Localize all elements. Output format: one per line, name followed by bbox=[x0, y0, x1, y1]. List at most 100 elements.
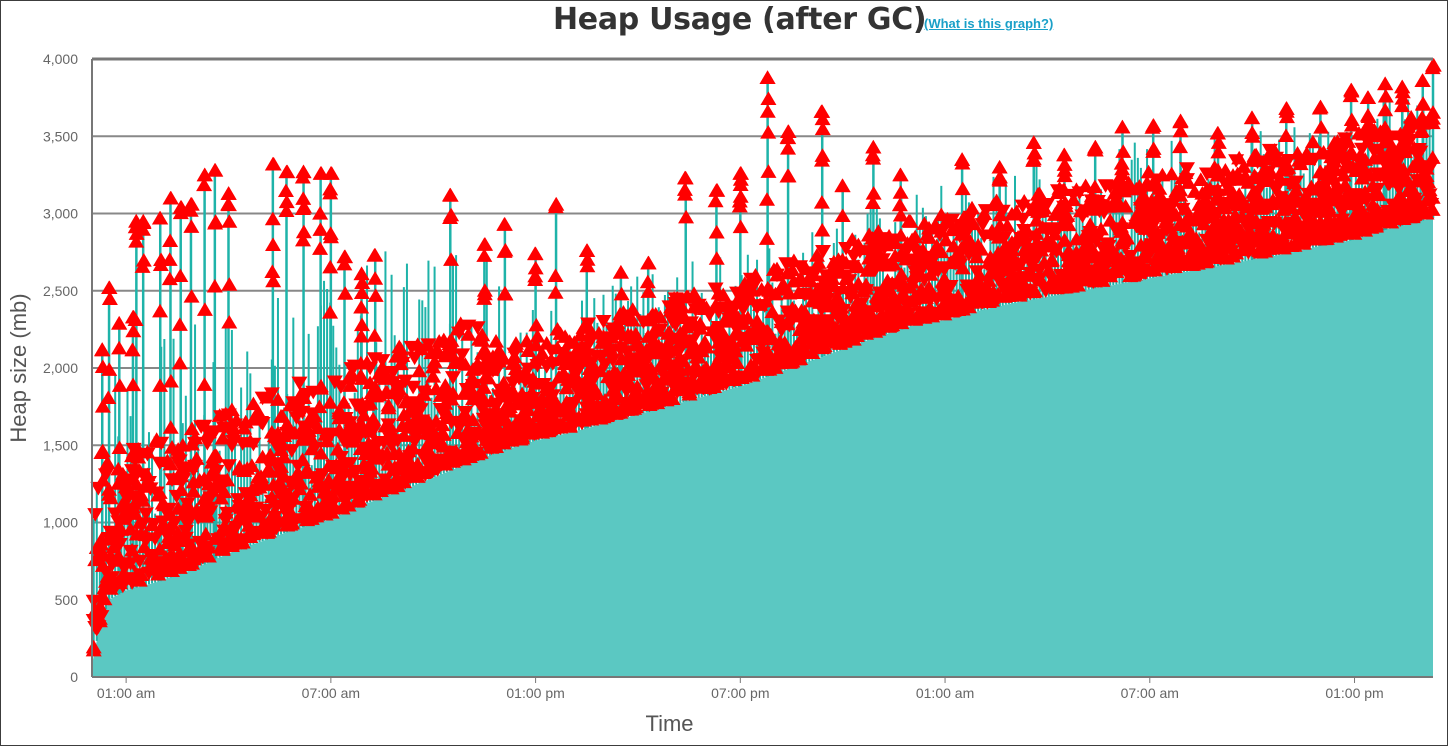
peak-marker bbox=[354, 275, 371, 290]
gc-marker bbox=[944, 213, 961, 228]
peak-marker bbox=[1377, 76, 1394, 91]
gc-marker bbox=[1131, 179, 1148, 193]
gc-marker bbox=[1031, 186, 1048, 201]
gc-marker bbox=[546, 392, 563, 406]
gc-marker bbox=[1119, 230, 1136, 245]
peak-marker bbox=[954, 211, 971, 226]
gc-marker bbox=[200, 539, 217, 554]
peak-marker bbox=[496, 285, 513, 300]
peak-marker bbox=[1342, 190, 1359, 205]
peak-marker bbox=[1145, 118, 1162, 132]
gc-marker bbox=[1424, 190, 1441, 204]
gc-marker bbox=[266, 510, 283, 525]
peak-marker bbox=[322, 229, 339, 244]
gc-marker bbox=[151, 485, 168, 499]
peak-marker bbox=[814, 104, 831, 118]
peak-marker bbox=[991, 173, 1008, 187]
y-tick-label: 2,000 bbox=[43, 360, 78, 376]
gc-marker bbox=[690, 298, 707, 313]
peak-marker bbox=[612, 306, 629, 321]
gc-marker bbox=[937, 232, 954, 247]
gc-marker bbox=[566, 397, 583, 411]
gc-marker bbox=[263, 387, 280, 401]
gc-marker bbox=[362, 396, 379, 410]
gc-marker bbox=[94, 472, 111, 487]
peak-marker bbox=[264, 264, 281, 278]
peak-marker bbox=[640, 255, 657, 270]
peak-marker bbox=[322, 166, 339, 180]
gc-marker bbox=[885, 256, 902, 271]
peak-marker bbox=[760, 125, 777, 139]
gc-marker bbox=[624, 302, 641, 316]
peak-marker bbox=[527, 246, 544, 261]
gc-marker bbox=[457, 405, 474, 420]
gc-marker bbox=[1163, 166, 1180, 181]
x-tick-label: 07:00 am bbox=[1121, 685, 1179, 701]
gc-marker bbox=[950, 288, 967, 303]
gc-marker bbox=[858, 284, 875, 298]
gc-marker bbox=[411, 363, 428, 378]
gc-marker bbox=[273, 459, 290, 473]
gc-marker bbox=[749, 313, 766, 327]
gc-marker bbox=[968, 265, 985, 279]
gc-marker bbox=[124, 542, 141, 557]
peak-marker bbox=[295, 232, 312, 247]
gc-marker bbox=[1082, 217, 1099, 231]
peak-marker bbox=[1172, 113, 1189, 128]
gc-marker bbox=[162, 456, 179, 471]
gc-marker bbox=[1195, 216, 1212, 231]
peak-marker bbox=[1114, 119, 1131, 134]
y-tick-label: 2,500 bbox=[43, 283, 78, 299]
gc-marker bbox=[815, 245, 832, 259]
gc-marker bbox=[520, 402, 537, 416]
peak-marker bbox=[1025, 153, 1042, 167]
peak-marker bbox=[335, 395, 352, 409]
gc-marker bbox=[343, 414, 360, 429]
gc-marker bbox=[228, 412, 245, 427]
gc-marker bbox=[524, 386, 541, 401]
peak-marker bbox=[295, 191, 312, 205]
gc-marker bbox=[451, 326, 468, 341]
gc-marker bbox=[580, 317, 597, 332]
gc-marker bbox=[1112, 224, 1129, 238]
peak-marker bbox=[1278, 109, 1295, 124]
x-tick-label: 07:00 am bbox=[302, 685, 360, 701]
peak-marker bbox=[1359, 133, 1376, 148]
gc-marker bbox=[177, 524, 194, 539]
peak-marker bbox=[127, 312, 144, 327]
gc-marker bbox=[738, 338, 755, 352]
peak-marker bbox=[1026, 145, 1043, 160]
peak-marker bbox=[353, 328, 370, 343]
peak-marker bbox=[278, 164, 295, 179]
peak-marker bbox=[527, 260, 544, 275]
heap-area bbox=[92, 218, 1433, 677]
peak-marker bbox=[892, 167, 909, 182]
peak-marker bbox=[1025, 202, 1042, 217]
gc-marker bbox=[669, 293, 686, 307]
gc-marker bbox=[185, 484, 202, 498]
gc-marker bbox=[405, 440, 422, 455]
peak-marker bbox=[548, 197, 565, 211]
gc-marker bbox=[1424, 150, 1441, 164]
gc-marker bbox=[397, 374, 414, 389]
gc-marker bbox=[1092, 221, 1109, 236]
peak-marker bbox=[834, 178, 851, 193]
gc-marker bbox=[365, 411, 382, 426]
gc-marker bbox=[425, 369, 442, 383]
peak-marker bbox=[353, 266, 370, 281]
peak-marker bbox=[206, 278, 223, 293]
heap-area-fill bbox=[92, 218, 1433, 677]
gc-marker bbox=[85, 642, 102, 657]
gc-marker bbox=[1383, 130, 1400, 145]
gc-marker bbox=[758, 293, 775, 308]
peak-marker bbox=[1056, 147, 1073, 162]
peak-marker bbox=[1377, 88, 1394, 103]
gc-marker bbox=[306, 441, 323, 456]
gc-marker bbox=[1321, 198, 1338, 212]
peak-marker bbox=[101, 362, 118, 376]
peak-marker bbox=[1343, 117, 1360, 132]
peak-marker bbox=[1114, 161, 1131, 176]
peak-marker bbox=[677, 319, 694, 334]
what-is-this-graph-link[interactable]: (What is this graph?) bbox=[924, 16, 1054, 31]
gc-marker bbox=[375, 363, 392, 378]
